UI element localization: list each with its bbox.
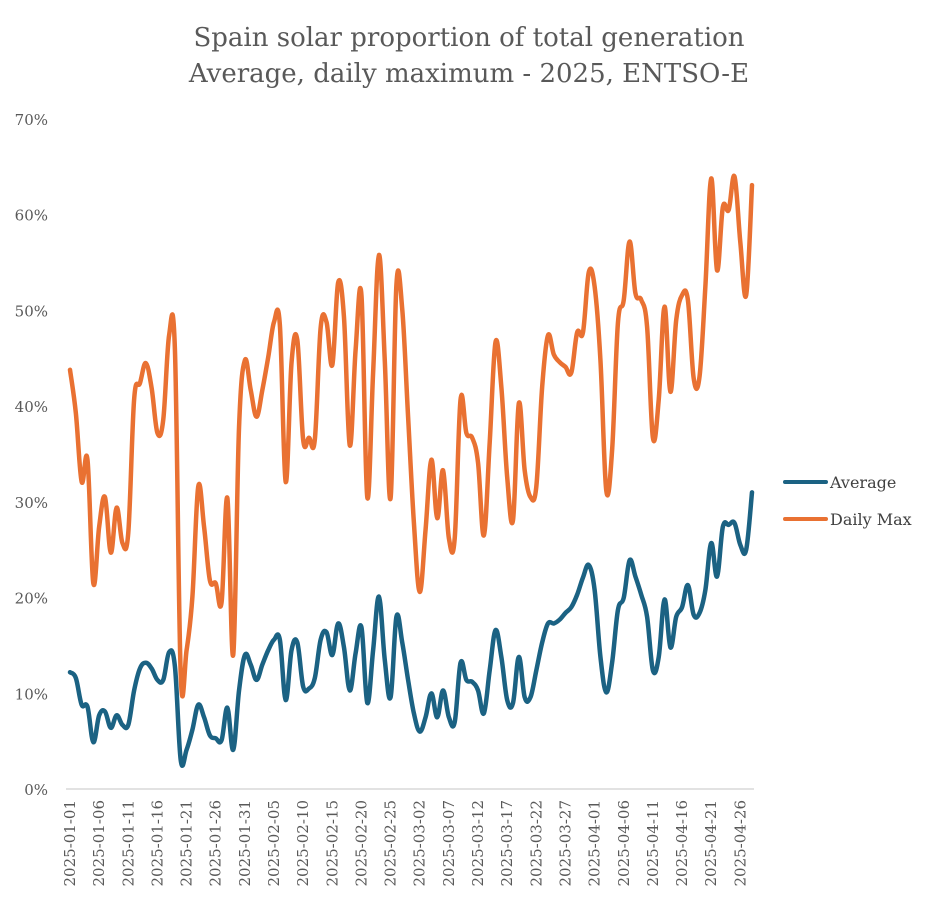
x-tick-label: 2025-01-16 [148, 800, 166, 886]
legend: Average Daily Max [783, 473, 912, 529]
x-tick-label: 2025-03-02 [411, 800, 429, 886]
y-tick-label: 60% [15, 207, 48, 225]
x-tick-label: 2025-01-26 [207, 800, 225, 886]
x-tick-label: 2025-03-17 [498, 800, 516, 886]
x-tick-label: 2025-01-06 [90, 800, 108, 886]
x-axis: 2025-01-01 2025-01-06 2025-01-11 2025-01-16… [61, 800, 749, 886]
x-tick-label: 2025-03-12 [469, 800, 487, 886]
series-line-average [67, 490, 755, 769]
legend-label-daily-max: Daily Max [830, 510, 912, 529]
x-tick-label: 2025-02-10 [294, 800, 312, 886]
x-tick-label: 2025-02-05 [265, 800, 283, 886]
y-tick-label: 10% [15, 685, 48, 703]
y-tick-label: 30% [15, 494, 48, 512]
x-tick-label: 2025-04-16 [673, 800, 691, 886]
x-tick-label: 2025-04-26 [731, 800, 749, 886]
x-tick-label: 2025-01-31 [236, 800, 254, 886]
x-tick-label: 2025-04-06 [615, 800, 633, 886]
y-tick-label: 50% [15, 302, 48, 320]
y-tick-label: 40% [15, 398, 48, 416]
y-tick-label: 70% [15, 111, 48, 129]
x-tick-label: 2025-01-01 [61, 800, 79, 886]
legend-label-average: Average [829, 473, 896, 492]
x-tick-label: 2025-03-07 [440, 800, 458, 886]
x-tick-label: 2025-02-25 [382, 800, 400, 886]
x-tick-label: 2025-04-11 [644, 800, 662, 886]
chart-subtitle: Average, daily maximum - 2025, ENTSO-E [188, 59, 749, 89]
x-tick-label: 2025-02-15 [323, 800, 341, 886]
x-tick-label: 2025-01-21 [178, 800, 196, 886]
plot-area [67, 173, 755, 769]
y-tick-label: 0% [24, 781, 48, 799]
x-tick-label: 2025-01-11 [119, 800, 137, 886]
y-axis: 0% 10% 20% 30% 40% 50% 60% 70% [15, 111, 48, 799]
y-tick-label: 20% [15, 590, 48, 608]
x-tick-label: 2025-04-21 [702, 800, 720, 886]
chart-title: Spain solar proportion of total generati… [193, 23, 744, 53]
x-tick-label: 2025-04-01 [586, 800, 604, 886]
x-tick-label: 2025-03-22 [527, 800, 545, 886]
x-tick-label: 2025-02-20 [352, 800, 370, 886]
x-tick-label: 2025-03-27 [556, 800, 574, 886]
series-line-daily-max [67, 173, 755, 699]
